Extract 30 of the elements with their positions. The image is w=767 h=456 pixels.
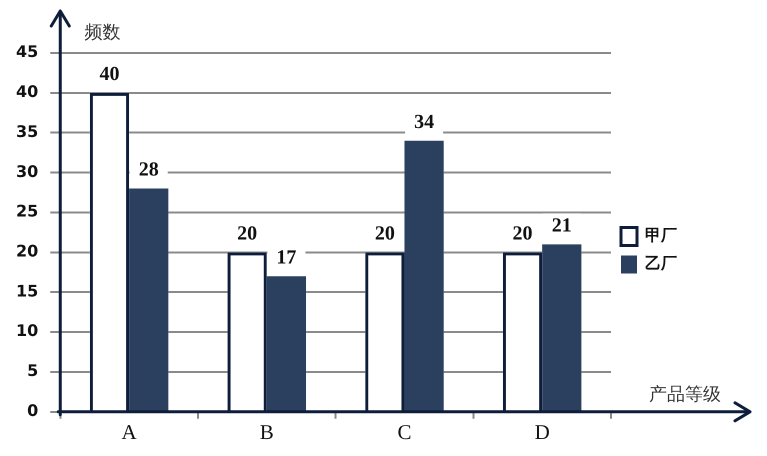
data-label: 34 [414, 110, 434, 133]
y-tick-label: 45 [16, 42, 38, 62]
data-label: 20 [237, 222, 258, 245]
y-tick-label: 25 [16, 202, 38, 221]
x-tick-label: A [122, 420, 138, 444]
data-label: 21 [552, 214, 572, 237]
data-label: 28 [138, 158, 159, 181]
y-tick-label: 40 [16, 82, 38, 102]
bar [404, 140, 444, 411]
y-tick-label: 5 [27, 361, 38, 380]
data-label: 40 [99, 63, 120, 86]
x-tick-label: B [260, 420, 274, 444]
legend-label: 甲厂 [645, 226, 677, 245]
bar [542, 244, 582, 411]
bar [266, 276, 306, 411]
y-axis-title: 频数 [84, 22, 120, 43]
x-axis-title: 产品等级 [649, 384, 721, 405]
y-tick-label: 15 [16, 281, 38, 300]
data-label: 17 [276, 246, 296, 268]
data-label: 20 [512, 222, 533, 245]
y-tick-label: 10 [16, 321, 38, 340]
y-tick-label: 0 [27, 400, 38, 420]
bar [129, 188, 168, 411]
y-tick-label: 20 [16, 241, 38, 260]
x-tick-label: D [534, 420, 550, 444]
y-tick-label: 35 [16, 122, 38, 141]
x-tick-label: C [397, 420, 412, 444]
y-tick-label: 30 [16, 162, 38, 181]
data-label: 20 [374, 222, 395, 245]
legend-label: 乙厂 [645, 254, 677, 273]
